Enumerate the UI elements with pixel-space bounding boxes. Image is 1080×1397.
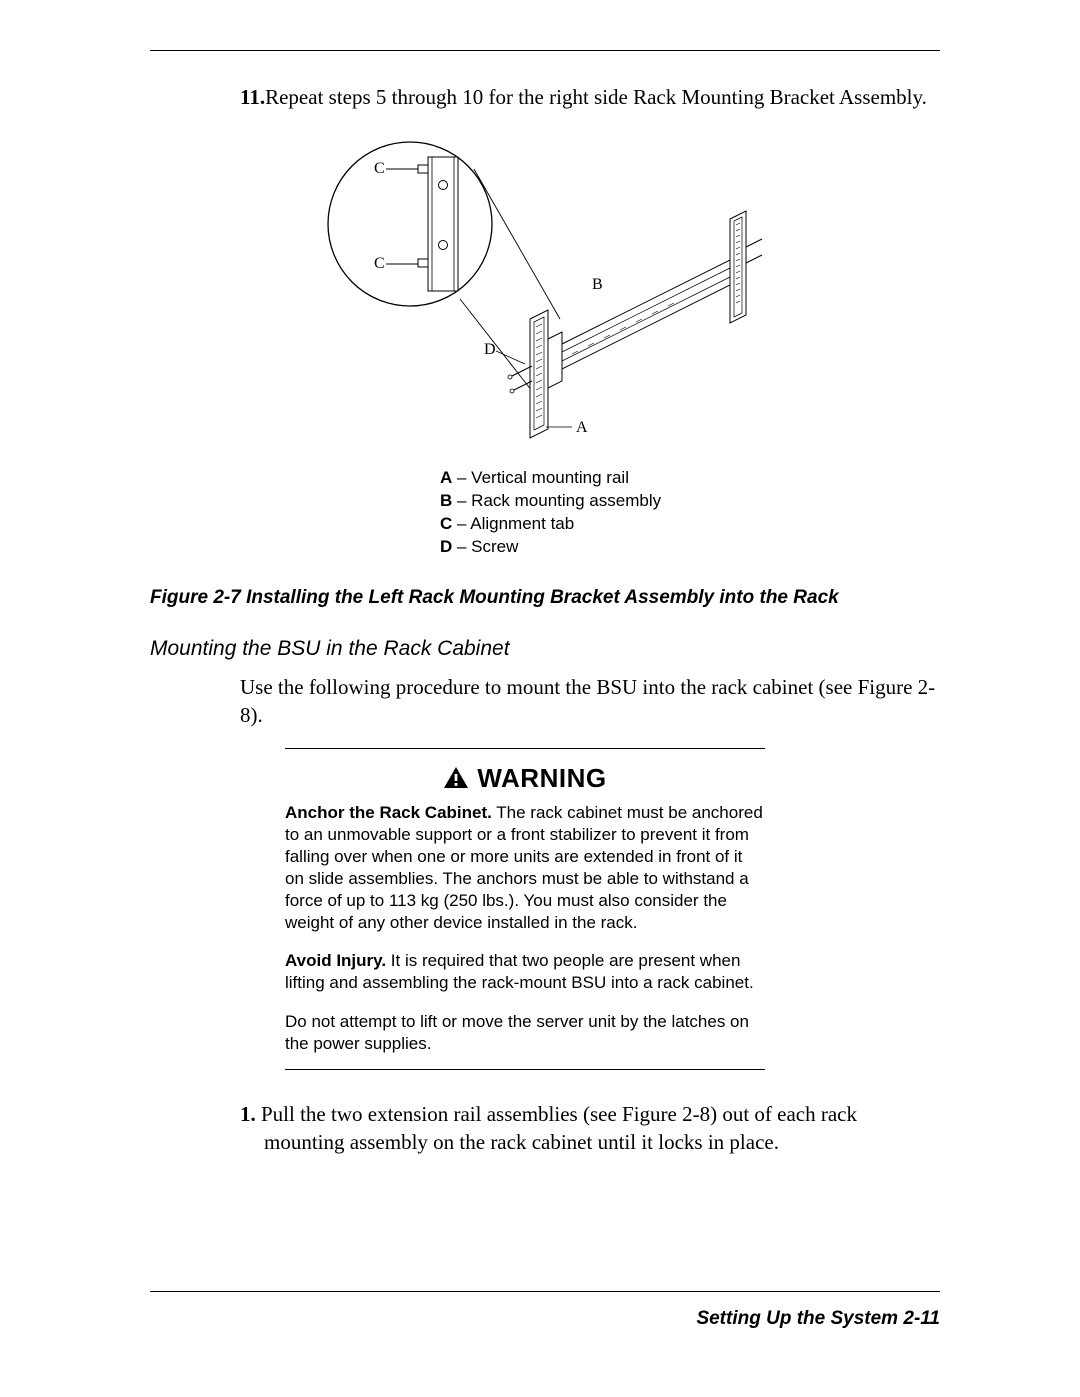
bottom-rule [150, 1291, 940, 1292]
legend-b: B – Rack mounting assembly [440, 490, 940, 513]
warning-p1: Anchor the Rack Cabinet. The rack cabine… [285, 802, 765, 935]
step-1-text: Pull the two extension rail assemblies (… [256, 1102, 857, 1154]
warning-icon [443, 766, 469, 790]
top-rule [150, 50, 940, 51]
rear-rail [730, 211, 762, 323]
intro-paragraph: Use the following procedure to mount the… [240, 673, 940, 730]
warning-p2: Avoid Injury. It is required that two pe… [285, 950, 765, 994]
figure-label-c2: C [374, 255, 385, 272]
warning-p3: Do not attempt to lift or move the serve… [285, 1011, 765, 1055]
step-1-number: 1. [240, 1102, 256, 1126]
figure-caption: Figure 2-7 Installing the Left Rack Moun… [150, 587, 940, 609]
step-11-text: Repeat steps 5 through 10 for the right … [265, 85, 927, 109]
front-rail [530, 310, 548, 438]
legend-a: A – Vertical mounting rail [440, 467, 940, 490]
footer-text: Setting Up the System 2-11 [150, 1308, 940, 1330]
figure-label-d: D [484, 341, 496, 358]
warning-heading: WARNING [285, 763, 765, 794]
page-footer: Setting Up the System 2-11 [150, 1291, 940, 1330]
figure-2-7: C C [150, 129, 940, 459]
rack-mount-assembly [548, 260, 730, 388]
figure-svg: C C [310, 129, 780, 459]
section-subheading: Mounting the BSU in the Rack Cabinet [150, 637, 940, 661]
figure-label-c1: C [374, 160, 385, 177]
warning-box: WARNING Anchor the Rack Cabinet. The rac… [285, 748, 765, 1070]
figure-label-b: B [592, 276, 603, 293]
figure-legend: A – Vertical mounting rail B – Rack moun… [440, 467, 940, 559]
legend-d: D – Screw [440, 536, 940, 559]
legend-c: C – Alignment tab [440, 513, 940, 536]
figure-label-a: A [576, 419, 588, 436]
step-1: 1. Pull the two extension rail assemblie… [240, 1100, 940, 1157]
step-11: 11.Repeat steps 5 through 10 for the rig… [240, 83, 940, 111]
warning-label: WARNING [477, 763, 606, 794]
page-content: 11.Repeat steps 5 through 10 for the rig… [150, 50, 940, 1330]
step-11-number: 11. [240, 85, 265, 109]
